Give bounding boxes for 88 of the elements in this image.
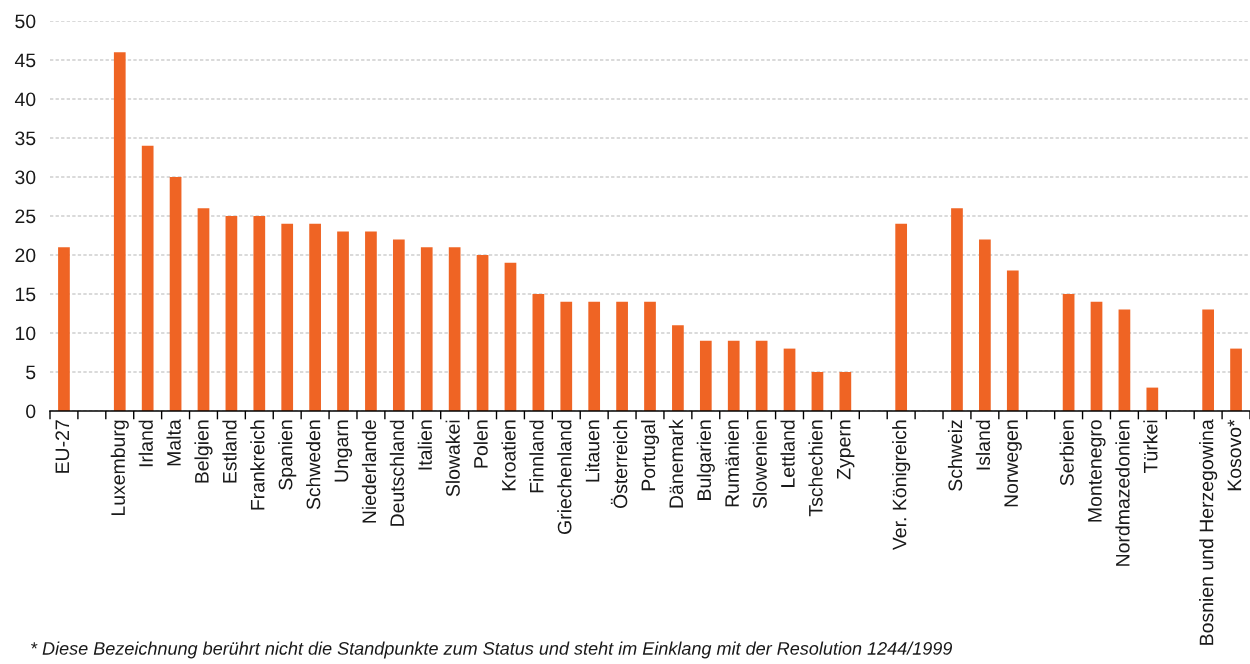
bar	[309, 223, 321, 411]
x-tick-label: Frankreich	[250, 420, 265, 510]
bar	[169, 177, 182, 411]
y-tick-label: 35	[15, 131, 36, 146]
x-tick-label: Serbien	[1059, 420, 1074, 486]
bar	[895, 223, 908, 411]
bar	[448, 247, 461, 411]
bar	[420, 247, 433, 411]
bar	[1146, 387, 1159, 411]
bar	[979, 239, 991, 411]
x-tick-label: Litauen	[585, 420, 600, 482]
x-tick-label: Schweiz	[947, 420, 963, 491]
bar	[951, 208, 963, 411]
x-tick-label: Rumänien	[724, 420, 739, 507]
x-tick-label: Spanien	[278, 420, 297, 490]
x-tick-label: Kosovo*	[1227, 419, 1242, 491]
y-tick-label: 30	[15, 170, 36, 185]
bar	[839, 372, 852, 411]
x-tick-label: Bosnien und Herzegowina	[1199, 419, 1218, 645]
x-tick-label: Österreich	[610, 420, 628, 509]
bar	[476, 255, 489, 411]
bar	[392, 239, 405, 411]
bar	[532, 294, 545, 411]
x-tick-label: Montenegro	[1088, 420, 1106, 522]
bar	[1062, 294, 1075, 411]
bar	[365, 231, 377, 411]
x-tick-label: Zypern	[837, 420, 855, 480]
y-tick-label: 5	[26, 365, 36, 380]
x-tick-label: Kroatien	[501, 420, 516, 491]
bar	[727, 340, 740, 411]
bar	[253, 216, 266, 411]
text: * Diese Bezeichnung berührt nicht die Standpunkte zum Status und steht im Einklang mit der Resolution 1244/1999	[31, 641, 953, 659]
y-tick-label: 10	[15, 326, 36, 341]
x-tick-label: Irland	[138, 420, 153, 467]
bar	[1202, 309, 1214, 411]
bar	[1006, 270, 1019, 411]
x-tick-label: Niederlande	[361, 420, 377, 523]
bar	[504, 262, 517, 411]
x-tick-label: Estland	[222, 420, 237, 483]
x-tick-label: Luxemburg	[110, 420, 129, 516]
bar	[699, 340, 712, 411]
y-tick-label: 25	[15, 209, 36, 224]
bar	[560, 301, 573, 411]
bar	[337, 231, 349, 411]
x-tick-label: Slowakei	[445, 420, 460, 497]
x-tick-label: Deutschland	[389, 420, 405, 526]
x-tick-label: Italien	[417, 420, 432, 470]
x-tick-label: Nordmazedonien	[1115, 420, 1130, 566]
x-tick-label: Portugal	[640, 420, 660, 491]
x-tick-label: Belgien	[194, 420, 213, 483]
y-tick-label: 0	[26, 404, 36, 419]
x-tick-label: Griechenland	[557, 420, 572, 535]
y-tick-label: 40	[14, 92, 36, 107]
x-tick-label: Lettland	[780, 420, 795, 487]
x-tick-label: Ungarn	[334, 420, 353, 482]
bar	[616, 301, 628, 411]
x-tick-label: EU-27	[55, 420, 70, 473]
y-tick-label: 15	[15, 287, 36, 302]
x-tick-label: Finnland	[529, 420, 544, 493]
x-tick-label: Tschechien	[808, 420, 823, 517]
bar	[811, 372, 824, 411]
y-tick-label: 50	[15, 14, 36, 29]
bar	[197, 208, 210, 411]
x-tick-label: Dänemark	[668, 419, 684, 508]
y-tick-label: 20	[15, 248, 36, 263]
bar	[672, 325, 684, 411]
bar	[644, 301, 656, 411]
bar	[225, 216, 238, 411]
bar	[281, 223, 294, 411]
x-tick-label: Polen	[473, 420, 488, 468]
bar	[1118, 309, 1131, 411]
x-tick-label: Island	[975, 420, 991, 470]
bar	[141, 145, 154, 411]
bar	[588, 301, 601, 411]
x-tick-label: Türkei	[1143, 420, 1158, 473]
x-tick-label: Ver. Königreich	[892, 420, 911, 551]
x-tick-label: Norwegen	[1004, 420, 1022, 507]
bar	[1090, 301, 1103, 411]
bar	[113, 52, 126, 411]
x-tick-label: Schweden	[306, 420, 321, 510]
x-tick-label: Slowenien	[752, 420, 767, 509]
x-tick-label: Bulgarien	[696, 420, 715, 500]
bar	[783, 348, 796, 411]
bar	[58, 247, 70, 411]
bar	[755, 340, 768, 411]
bar	[1230, 348, 1242, 411]
y-tick-label: 45	[14, 53, 36, 68]
x-tick-label: Malta	[166, 419, 181, 466]
